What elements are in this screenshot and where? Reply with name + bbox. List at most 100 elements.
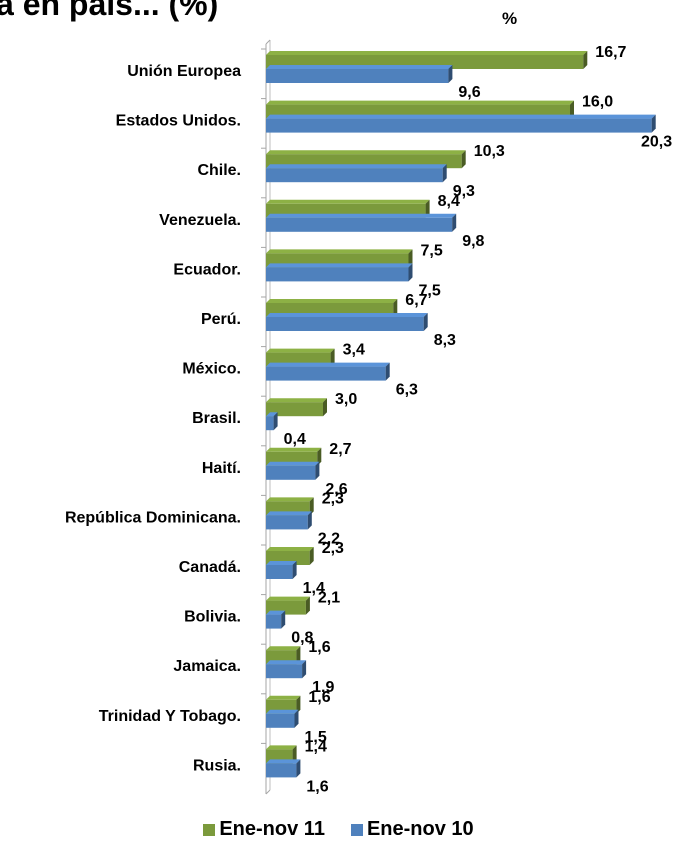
bar-side-ene-nov-10-venezuela [452, 213, 457, 232]
bar-top-ene-nov-11-union-europea [266, 51, 588, 55]
bar-top-ene-nov-11-mexico [266, 348, 335, 353]
bar-top-ene-nov-10-union-europea [266, 65, 453, 69]
value-label-ene-nov-10-haiti: 2,6 [325, 481, 347, 498]
value-label-ene-nov-10-peru: 8,3 [434, 332, 456, 349]
category-label-trinidad-y-tobago: Trinidad Y Tobago. [99, 708, 241, 725]
bar-top-ene-nov-10-ecuador [266, 263, 413, 268]
bar-top-ene-nov-11-venezuela [266, 199, 430, 204]
bar-top-ene-nov-11-estados-unidos [266, 100, 574, 105]
bar-side-ene-nov-11-estados-unidos [570, 100, 574, 119]
bar-side-ene-nov-11-jamaica [296, 646, 301, 665]
category-label-mexico: México. [182, 361, 241, 378]
bar-side-ene-nov-11-peru [393, 299, 398, 317]
bar-ene-nov-10-mexico [266, 366, 386, 381]
value-label-ene-nov-10-canada: 1,4 [303, 580, 325, 597]
bar-top-ene-nov-10-rusia [266, 759, 301, 764]
chart-title: a en país... (%) [0, 0, 219, 22]
bar-ene-nov-10-chile [266, 168, 443, 183]
value-label-ene-nov-10-bolivia: 0,8 [291, 630, 313, 647]
value-label-ene-nov-11-peru: 6,7 [405, 292, 427, 309]
bar-side-ene-nov-10-trinidad-y-tobago [294, 709, 299, 728]
bar-side-ene-nov-11-mexico [330, 348, 335, 367]
bar-side-ene-nov-11-trinidad-y-tobago [296, 695, 301, 714]
value-label-ene-nov-11-trinidad-y-tobago: 1,6 [308, 689, 330, 706]
legend-item-ene-nov-11: Ene-nov 11 [203, 818, 325, 841]
bar-side-ene-nov-11-republica-dominicana [309, 497, 314, 516]
bar-side-ene-nov-11-venezuela [425, 199, 430, 218]
bar-ene-nov-10-bolivia [266, 614, 282, 629]
bar-ene-nov-11-brasil [266, 402, 323, 417]
value-label-ene-nov-10-brasil: 0,4 [284, 431, 306, 448]
bar-side-ene-nov-10-jamaica [302, 660, 307, 679]
bar-side-ene-nov-10-haiti [315, 461, 320, 480]
legend-swatch-ene-nov-11 [203, 823, 216, 836]
bar-top-ene-nov-10-haiti [266, 461, 320, 466]
bar-top-ene-nov-10-canada [266, 561, 297, 565]
bar-side-ene-nov-10-chile [442, 164, 447, 183]
bar-ene-nov-10-rusia [266, 763, 297, 778]
bar-side-ene-nov-10-rusia [296, 759, 301, 778]
legend: Ene-nov 11 Ene-nov 10 [0, 818, 677, 841]
bar-top-ene-nov-10-chile [266, 164, 447, 169]
bar-top-ene-nov-10-trinidad-y-tobago [266, 709, 299, 714]
bar-ene-nov-10-jamaica [266, 664, 303, 679]
bar-top-ene-nov-11-bolivia [266, 596, 310, 601]
bar-top-ene-nov-11-jamaica [266, 646, 301, 651]
value-label-ene-nov-10-mexico: 6,3 [396, 382, 418, 399]
bar-top-ene-nov-10-mexico [266, 362, 390, 367]
value-label-ene-nov-11-rusia: 1,4 [305, 738, 327, 755]
value-label-ene-nov-11-chile: 10,3 [474, 143, 505, 160]
unit-label: % [502, 9, 518, 28]
legend-item-ene-nov-10: Ene-nov 10 [350, 818, 474, 841]
bar-top-ene-nov-10-bolivia [266, 610, 286, 615]
value-label-ene-nov-10-republica-dominicana: 2,2 [318, 530, 340, 547]
value-label-ene-nov-11-jamaica: 1,6 [308, 639, 330, 656]
bar-side-ene-nov-11-union-europea [583, 51, 588, 69]
bar-side-ene-nov-10-ecuador [408, 263, 413, 282]
category-label-estados-unidos: Estados Unidos. [116, 113, 241, 130]
bar-top-ene-nov-11-brasil [266, 398, 327, 403]
value-label-ene-nov-11-union-europea: 16,7 [595, 44, 626, 61]
bar-side-ene-nov-10-peru [423, 313, 428, 331]
bar-side-ene-nov-11-bolivia [305, 596, 310, 615]
legend-label-ene-nov-10: Ene-nov 10 [366, 818, 474, 840]
bar-ene-nov-10-peru [266, 317, 424, 331]
value-label-ene-nov-11-brasil: 3,0 [335, 391, 357, 408]
bar-top-ene-nov-11-chile [266, 150, 466, 155]
category-label-rusia: Rusia. [193, 757, 241, 774]
value-label-ene-nov-11-republica-dominicana: 2,3 [322, 490, 344, 507]
value-label-ene-nov-10-ecuador: 7,5 [419, 282, 441, 299]
bar-side-ene-nov-10-canada [292, 561, 297, 579]
value-label-ene-nov-11-mexico: 3,4 [343, 342, 365, 359]
bar-top-ene-nov-11-republica-dominicana [266, 497, 314, 502]
bar-top-ene-nov-11-trinidad-y-tobago [266, 695, 301, 700]
bar-side-ene-nov-11-haiti [317, 447, 322, 466]
axis-top-cap [265, 39, 271, 45]
value-label-ene-nov-10-estados-unidos: 20,3 [641, 134, 672, 151]
bar-ene-nov-10-canada [266, 565, 293, 579]
bar-side-ene-nov-10-union-europea [448, 65, 453, 83]
value-label-ene-nov-11-estados-unidos: 16,0 [582, 94, 613, 111]
bar-side-ene-nov-10-brasil [273, 412, 278, 431]
bar-ene-nov-10-estados-unidos [266, 118, 652, 133]
bar-side-ene-nov-11-ecuador [408, 249, 413, 268]
bar-top-ene-nov-10-jamaica [266, 660, 307, 665]
bar-side-ene-nov-10-mexico [385, 362, 390, 381]
category-label-venezuela: Venezuela. [159, 212, 241, 229]
bar-top-ene-nov-11-peru [266, 299, 398, 303]
bar-top-ene-nov-11-haiti [266, 447, 322, 452]
category-label-jamaica: Jamaica. [173, 658, 241, 675]
category-label-ecuador: Ecuador. [173, 261, 241, 278]
bar-top-ene-nov-11-canada [266, 547, 314, 551]
bar-top-ene-nov-10-republica-dominicana [266, 511, 312, 516]
bar-top-ene-nov-10-brasil [266, 412, 278, 417]
bar-top-ene-nov-11-rusia [266, 745, 297, 750]
bar-ene-nov-10-ecuador [266, 267, 409, 282]
bar-chart: Unión Europea 16,7 9,6 Estados Unidos. 16,0 2… [65, 39, 672, 795]
bar-ene-nov-10-haiti [266, 465, 316, 480]
bar-side-ene-nov-11-canada [309, 547, 314, 565]
value-label-ene-nov-11-venezuela: 8,4 [438, 193, 460, 210]
category-label-brasil: Brasil. [192, 410, 241, 427]
value-label-ene-nov-11-haiti: 2,7 [329, 441, 351, 458]
value-label-ene-nov-10-union-europea: 9,6 [458, 84, 480, 101]
